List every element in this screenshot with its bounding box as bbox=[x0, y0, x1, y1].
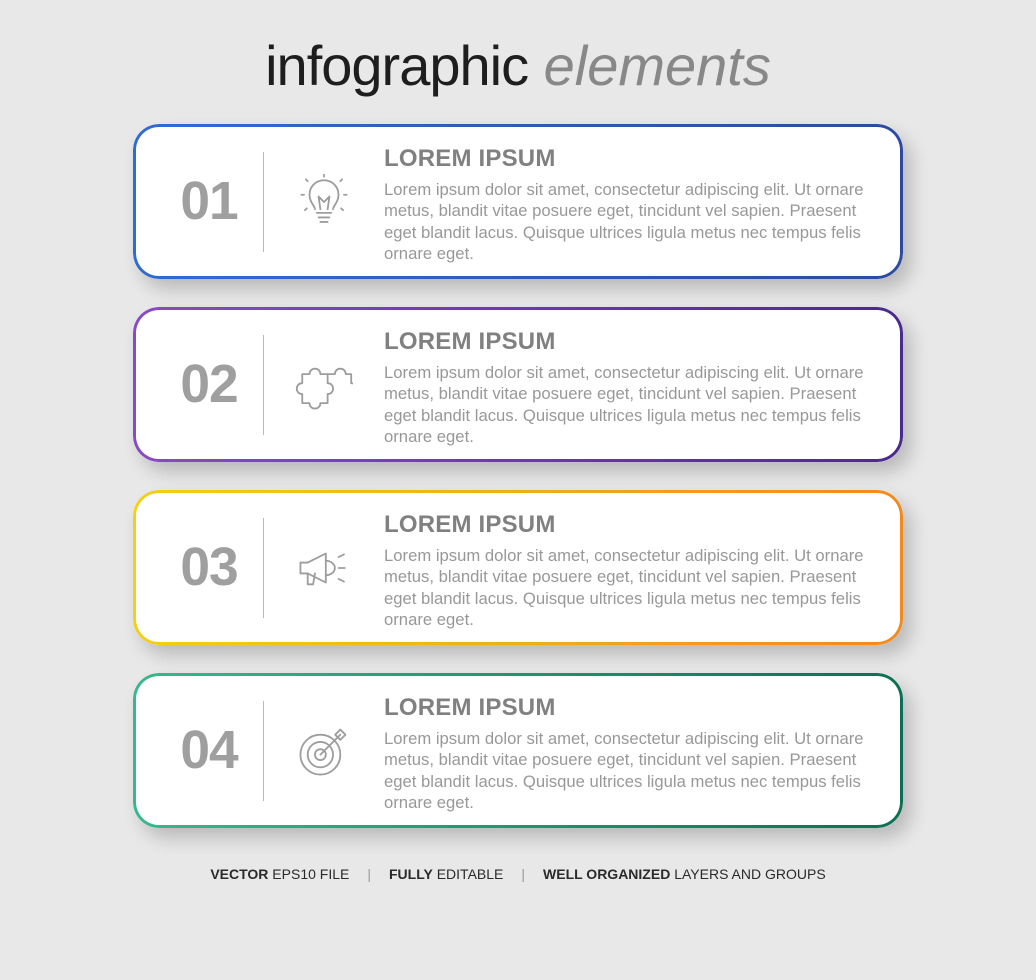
card-body: Lorem ipsum dolor sit amet, consectetur … bbox=[384, 362, 873, 447]
card-heading: LOREM IPSUM bbox=[384, 328, 873, 356]
card-text: LOREM IPSUM Lorem ipsum dolor sit amet, … bbox=[384, 688, 873, 813]
footer: VECTOR EPS10 FILE | FULLY EDITABLE | WEL… bbox=[210, 866, 825, 882]
page-title: infographic elements bbox=[265, 38, 771, 94]
title-word-2: elements bbox=[544, 34, 771, 97]
card-text: LOREM IPSUM Lorem ipsum dolor sit amet, … bbox=[384, 139, 873, 264]
megaphone-icon bbox=[264, 539, 384, 597]
title-word-1: infographic bbox=[265, 34, 528, 97]
card-heading: LOREM IPSUM bbox=[384, 694, 873, 722]
lightbulb-icon bbox=[264, 173, 384, 231]
card-body: Lorem ipsum dolor sit amet, consectetur … bbox=[384, 545, 873, 630]
card-04: 04 LOREM IPSUM Lorem ipsum dolor sit ame… bbox=[133, 673, 903, 828]
card-number: 01 bbox=[155, 171, 263, 232]
card-01: 01 LOREM IPSUM Lorem ipsum dolor sit ame… bbox=[133, 124, 903, 279]
card-text: LOREM IPSUM Lorem ipsum dolor sit amet, … bbox=[384, 505, 873, 630]
card-body: Lorem ipsum dolor sit amet, consectetur … bbox=[384, 179, 873, 264]
card-number: 04 bbox=[155, 720, 263, 781]
puzzle-icon bbox=[264, 356, 384, 414]
target-icon bbox=[264, 722, 384, 780]
footer-sep: | bbox=[367, 866, 371, 882]
card-list: 01 LOREM IPSUM Lorem ipsum dolor sit ame… bbox=[133, 124, 903, 828]
card-body: Lorem ipsum dolor sit amet, consectetur … bbox=[384, 728, 873, 813]
footer-part-1: VECTOR EPS10 FILE bbox=[210, 866, 349, 882]
footer-sep: | bbox=[521, 866, 525, 882]
footer-part-2: FULLY EDITABLE bbox=[389, 866, 503, 882]
card-heading: LOREM IPSUM bbox=[384, 145, 873, 173]
footer-part-3: WELL ORGANIZED LAYERS AND GROUPS bbox=[543, 866, 826, 882]
card-03: 03 LOREM IPSUM Lorem ipsum dolor sit ame… bbox=[133, 490, 903, 645]
card-heading: LOREM IPSUM bbox=[384, 511, 873, 539]
card-text: LOREM IPSUM Lorem ipsum dolor sit amet, … bbox=[384, 322, 873, 447]
card-number: 02 bbox=[155, 354, 263, 415]
card-02: 02 LOREM IPSUM Lorem ipsum dolor sit ame… bbox=[133, 307, 903, 462]
card-number: 03 bbox=[155, 537, 263, 598]
